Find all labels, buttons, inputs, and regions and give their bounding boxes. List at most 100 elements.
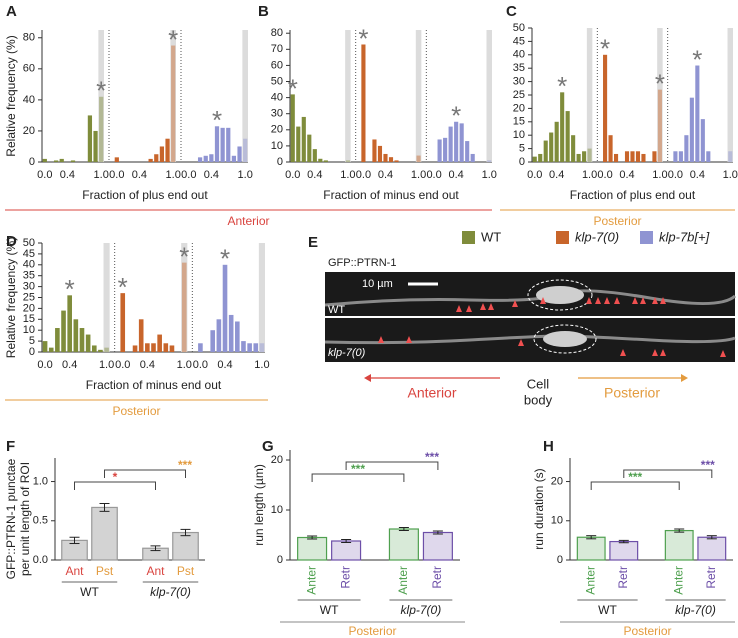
shaded-region bbox=[258, 243, 265, 352]
group-label: klp-7(0) bbox=[401, 603, 442, 617]
y-tick-label: 0.0 bbox=[33, 554, 48, 566]
bar bbox=[42, 158, 47, 162]
bar bbox=[93, 130, 98, 162]
x-tick-label: 0.0 bbox=[109, 169, 124, 181]
y-axis-label: GFP::PTRN-1 punctae bbox=[4, 458, 18, 579]
direction-label: Posterior bbox=[604, 385, 660, 401]
x-tick-label: 0.4 bbox=[132, 169, 147, 181]
x-tick-label: 0.0 bbox=[668, 169, 683, 181]
y-tick-label: 30 bbox=[271, 108, 283, 120]
significance-star: * bbox=[118, 272, 128, 302]
shaded-region bbox=[486, 30, 492, 162]
legend-label: klp-7(0) bbox=[575, 229, 619, 244]
group-label: WT bbox=[80, 585, 99, 599]
bar bbox=[587, 148, 592, 162]
bar bbox=[323, 160, 328, 162]
significance-star: * bbox=[451, 101, 461, 131]
y-tick-label: 40 bbox=[513, 49, 525, 61]
bar bbox=[538, 153, 543, 162]
bar bbox=[388, 157, 394, 162]
cell-body bbox=[536, 286, 584, 304]
y-tick-label: 0 bbox=[29, 156, 35, 168]
legend-label: WT bbox=[481, 229, 501, 244]
significance-star: * bbox=[168, 24, 178, 54]
panel-letter: C bbox=[506, 3, 517, 20]
panel-letter: G bbox=[262, 438, 274, 455]
x-tick-label: 1.0 bbox=[582, 169, 597, 181]
panel-letter: F bbox=[6, 438, 15, 455]
bar bbox=[154, 154, 159, 162]
x-tick-label: Ant bbox=[65, 564, 84, 578]
y-tick-label: 5 bbox=[29, 335, 35, 347]
micrograph-panel: E GFP::PTRN-1 10 µm WT klp-7(0) Anterior… bbox=[308, 234, 737, 407]
bar bbox=[664, 529, 694, 561]
significance-star: * bbox=[288, 73, 298, 103]
bar bbox=[454, 121, 459, 162]
scale-label: 10 µm bbox=[362, 278, 393, 290]
bar bbox=[85, 334, 91, 352]
region-label: Posterior bbox=[348, 624, 396, 638]
legend-label: klp-7b[+] bbox=[659, 229, 710, 244]
bar bbox=[290, 94, 295, 162]
y-tick-label: 1.0 bbox=[33, 475, 48, 487]
y-axis-label: Relative frequency (%) bbox=[4, 237, 18, 358]
y-tick-label: 40 bbox=[23, 94, 35, 106]
significance-bracket bbox=[104, 469, 186, 478]
bar bbox=[613, 153, 619, 162]
bar bbox=[459, 123, 464, 162]
row-label: WT bbox=[328, 304, 345, 316]
bar bbox=[214, 126, 220, 162]
bar bbox=[247, 343, 252, 352]
shaded-region bbox=[657, 28, 663, 162]
bar bbox=[728, 151, 733, 162]
x-axis-label: Fraction of plus end out bbox=[82, 188, 208, 202]
arrow-head bbox=[681, 374, 688, 382]
row-label: klp-7(0) bbox=[328, 347, 366, 359]
bar bbox=[151, 343, 156, 352]
bar bbox=[372, 139, 377, 162]
bar bbox=[138, 319, 144, 352]
bar bbox=[297, 536, 328, 561]
x-axis-label: Fraction of minus end out bbox=[86, 378, 222, 392]
bar bbox=[697, 536, 727, 561]
significance-star: * bbox=[212, 105, 222, 135]
bar bbox=[228, 314, 234, 352]
shaded-region bbox=[242, 30, 248, 162]
y-tick-label: 35 bbox=[513, 62, 525, 74]
significance-bracket bbox=[311, 473, 405, 482]
bar bbox=[235, 321, 240, 352]
y-tick-label: 15 bbox=[513, 116, 525, 128]
arrow-head bbox=[364, 374, 371, 382]
bar bbox=[70, 160, 76, 162]
legend-swatch bbox=[640, 231, 653, 244]
group-label: WT bbox=[598, 603, 617, 617]
shaded-region bbox=[586, 28, 593, 162]
bar bbox=[543, 140, 548, 162]
significance-star: * bbox=[655, 69, 665, 99]
bar bbox=[145, 343, 150, 352]
y-tick-label: 0 bbox=[29, 346, 35, 358]
region-label: Anterior bbox=[227, 214, 269, 228]
error-bar bbox=[99, 503, 110, 512]
bar bbox=[706, 151, 711, 162]
x-axis-label: Fraction of plus end out bbox=[570, 188, 696, 202]
bar bbox=[465, 141, 470, 162]
bar bbox=[198, 343, 203, 352]
bar bbox=[99, 96, 104, 162]
y-tick-label: 5 bbox=[519, 143, 525, 155]
bar bbox=[79, 328, 85, 352]
bar bbox=[42, 341, 48, 352]
region-label: Posterior bbox=[593, 214, 641, 228]
bar bbox=[635, 151, 641, 162]
bar bbox=[209, 154, 214, 162]
cell-body-label: body bbox=[524, 392, 553, 407]
x-tick-label: Retr bbox=[338, 566, 352, 589]
x-tick-label: Ant bbox=[146, 564, 165, 578]
error-bar bbox=[150, 545, 161, 552]
bar bbox=[532, 156, 537, 162]
x-tick-label: Pst bbox=[96, 564, 114, 578]
bar bbox=[197, 157, 203, 162]
y-tick-label: 0.5 bbox=[33, 515, 48, 527]
significance-label: *** bbox=[425, 450, 439, 464]
